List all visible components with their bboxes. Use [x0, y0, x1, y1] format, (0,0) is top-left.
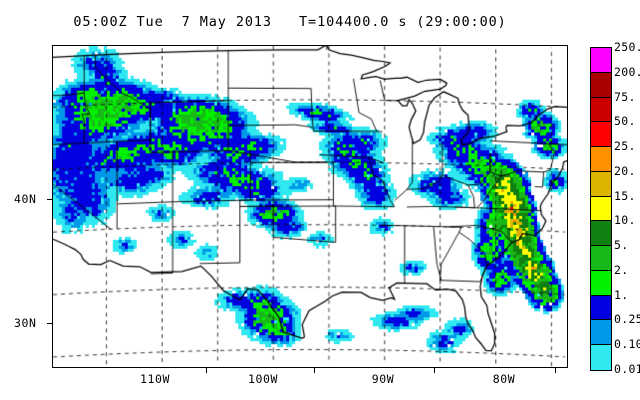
- colorbar-label-13: 0.01: [614, 362, 640, 376]
- xtick-100w: [314, 368, 316, 373]
- yaxis-label-30n: 30N: [14, 316, 37, 330]
- colorbar-band-10: [591, 221, 611, 247]
- colorbar-band-1: [591, 295, 611, 321]
- colorbar-label-1: 200.: [614, 64, 640, 79]
- colorbar-label-10: 1.: [614, 287, 629, 302]
- ytick-30n: [47, 323, 52, 325]
- xtick-80w: [555, 368, 557, 373]
- colorbar-label-11: 0.25: [614, 312, 640, 327]
- colorbar-band-20: [591, 171, 611, 197]
- colorbar-label-2: 75.: [614, 89, 636, 104]
- colorbar-band-200: [591, 72, 611, 98]
- xtick-90w: [434, 368, 436, 373]
- colorbar-band-25: [591, 147, 611, 172]
- colorbar-band-0.25: [591, 320, 611, 346]
- colorbar-band-50: [591, 122, 611, 148]
- colorbar-label-3: 50.: [614, 114, 636, 129]
- xtick-110w: [206, 368, 208, 373]
- colorbar-band-5: [591, 246, 611, 271]
- colorbar-label-5: 20.: [614, 163, 636, 178]
- colorbar-label-9: 2.: [614, 262, 629, 277]
- colorbar-band-2: [591, 270, 611, 296]
- yaxis-label-40n: 40N: [14, 192, 37, 206]
- colorbar-label-8: 5.: [614, 238, 629, 253]
- colorbar-band-75: [591, 97, 611, 123]
- map-outline-layer: [53, 46, 567, 367]
- colorbar-label-4: 25.: [614, 139, 636, 154]
- colorbar-label-7: 10.: [614, 213, 636, 228]
- colorbar-band-250: [591, 48, 611, 73]
- ytick-40n: [47, 199, 52, 201]
- xaxis-label-90w: 90W: [371, 372, 395, 386]
- colorbar-band-15: [591, 196, 611, 222]
- figure-title: 05:00Z Tue 7 May 2013 T=104400.0 s (29:0…: [73, 14, 507, 30]
- colorbar-label-0: 250.: [614, 40, 640, 54]
- colorbar-label-12: 0.10: [614, 337, 640, 352]
- colorbar-label-6: 15.: [614, 188, 636, 203]
- xaxis-label-100w: 100W: [247, 372, 279, 386]
- colorbar-band-0.1: [591, 345, 611, 370]
- xaxis-label-110w: 110W: [139, 372, 171, 386]
- map-plot-area: [52, 45, 568, 368]
- xaxis-label-80w: 80W: [492, 372, 516, 386]
- colorbar: [590, 47, 612, 371]
